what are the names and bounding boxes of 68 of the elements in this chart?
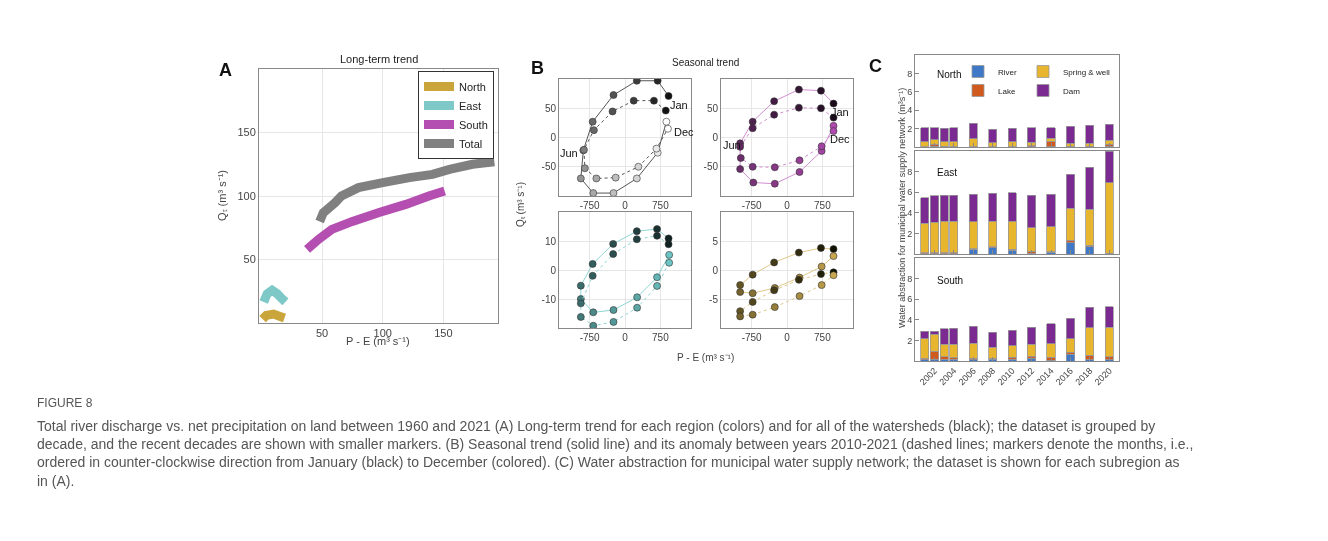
annotation: North	[937, 69, 962, 80]
y-tick-label: 8	[907, 273, 913, 284]
y-tick-label: 50	[243, 253, 256, 266]
annotation: Jan	[831, 106, 849, 118]
annotation: Dec	[830, 133, 851, 145]
y-tick-label: 8	[907, 68, 913, 79]
x-tick-label: 0	[622, 332, 629, 343]
x-tick-label: 0	[784, 332, 791, 343]
y-tick-label: -50	[541, 161, 557, 173]
x-tick-label: -750	[579, 200, 601, 211]
y-axis-title: Qₜ (m³ s⁻¹)	[515, 182, 526, 227]
y-tick-label: 50	[544, 102, 557, 114]
y-tick-label: 6	[907, 86, 913, 97]
y-tick-label: 2	[907, 228, 913, 239]
legend-label: Total	[459, 137, 483, 150]
y-tick-label: -5	[709, 293, 719, 305]
legend-label: East	[459, 99, 482, 112]
x-tick-label: -750	[741, 200, 763, 211]
legend-label: Lake	[998, 86, 1016, 96]
text: A	[219, 60, 232, 80]
legend-label: Spring & well	[1063, 67, 1110, 77]
text: C	[869, 56, 882, 76]
y-tick-label: 150	[237, 126, 256, 139]
y-tick-label: 5	[712, 235, 719, 247]
y-axis-title: Water abstraction for municipal water supply network (m³s⁻¹)	[897, 87, 907, 328]
y-tick-label: 6	[907, 294, 913, 305]
legend-label: River	[998, 67, 1017, 77]
y-tick-label: 0	[712, 264, 719, 276]
y-axis-title: Qₜ (m³ s⁻¹)	[216, 170, 228, 221]
text: B	[531, 58, 544, 78]
y-tick-label: 8	[907, 166, 913, 177]
y-tick-label: 4	[907, 314, 913, 325]
y-tick-label: 10	[544, 235, 557, 247]
y-tick-label: -10	[541, 293, 557, 305]
x-axis-title: P - E (m³ s⁻¹)	[677, 352, 735, 363]
caption: FIGURE 8	[37, 396, 93, 410]
annotation: East	[937, 167, 958, 178]
y-tick-label: -50	[703, 161, 719, 173]
chart-title: Long-term trend	[340, 53, 419, 65]
x-tick-label: 750	[814, 200, 832, 211]
y-tick-label: 4	[907, 207, 913, 218]
x-tick-label: -750	[579, 332, 601, 343]
y-tick-label: 4	[907, 105, 913, 116]
legend-label: Dam	[1063, 86, 1081, 96]
annotation: South	[937, 275, 964, 286]
x-tick-label: 750	[814, 332, 832, 343]
x-tick-label: -750	[741, 332, 763, 343]
annotation: Jan	[670, 99, 688, 111]
x-tick-label: 750	[652, 200, 670, 211]
x-tick-label: 0	[622, 200, 629, 211]
annotation: Dec	[674, 126, 695, 138]
y-tick-label: 50	[706, 102, 719, 114]
y-tick-label: 100	[237, 189, 256, 202]
y-tick-label: 2	[907, 123, 913, 134]
y-tick-label: 0	[712, 132, 719, 143]
chart-title: Seasonal trend	[672, 57, 740, 68]
annotation: Jun	[560, 147, 578, 159]
text: Total river discharge vs. net precipitation on land between 1960 and 2021 (A) Long-term trend for each region (colors) and for all of the watersheds (black); the dataset is grouped by decade, and the recent decades are shown with smaller markers. (B) Seasonal trend (solid line) and its anomaly between years 2010-2021 (dashed lines; markers denote the months, i.e., ordered in counter-clockwise direction from January (black) to December (colored). (C) Water abstraction for municipal water supply network; the dataset is shown for each subregion as in (A).	[37, 418, 1194, 489]
y-tick-label: 6	[907, 187, 913, 198]
x-tick-label: 0	[784, 200, 791, 211]
y-tick-label: 2	[907, 335, 913, 346]
x-tick-label: 150	[434, 327, 453, 340]
y-tick-label: 0	[550, 132, 557, 143]
x-tick-label: 50	[315, 327, 329, 340]
legend-label: North	[459, 80, 486, 93]
legend-label: South	[459, 118, 488, 131]
x-tick-label: 750	[652, 332, 670, 343]
y-tick-label: 0	[550, 264, 557, 276]
